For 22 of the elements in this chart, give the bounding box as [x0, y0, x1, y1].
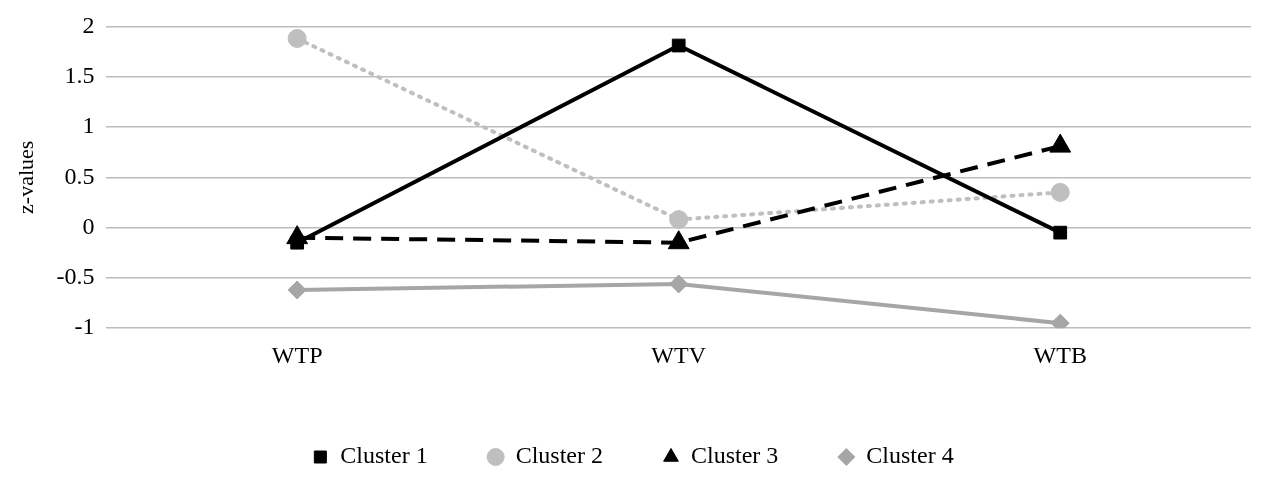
y-tick-label: 1	[82, 112, 95, 139]
y-tick-label: 1.5	[64, 62, 95, 88]
point	[1053, 225, 1068, 240]
y-axis-title: z-values	[12, 140, 38, 214]
legend-label: Cluster 3	[691, 442, 779, 469]
point	[669, 274, 689, 294]
legend-label: Cluster 2	[515, 442, 603, 469]
legend-label: Cluster 4	[866, 442, 954, 469]
x-tick-label: WTB	[1033, 341, 1087, 368]
point	[671, 38, 686, 53]
point	[1050, 182, 1070, 202]
y-tick-label: -1	[74, 313, 95, 340]
legend-label: Cluster 1	[340, 442, 428, 469]
point	[669, 210, 689, 230]
y-tick-label: 0	[82, 212, 95, 239]
x-tick-label: WTV	[651, 341, 707, 368]
y-tick-label: -0.5	[56, 263, 95, 290]
y-tick-label: 0.5	[64, 162, 95, 189]
y-tick-label: 2	[82, 11, 95, 38]
x-tick-label: WTP	[271, 341, 323, 368]
point	[287, 28, 307, 48]
point	[287, 280, 307, 300]
